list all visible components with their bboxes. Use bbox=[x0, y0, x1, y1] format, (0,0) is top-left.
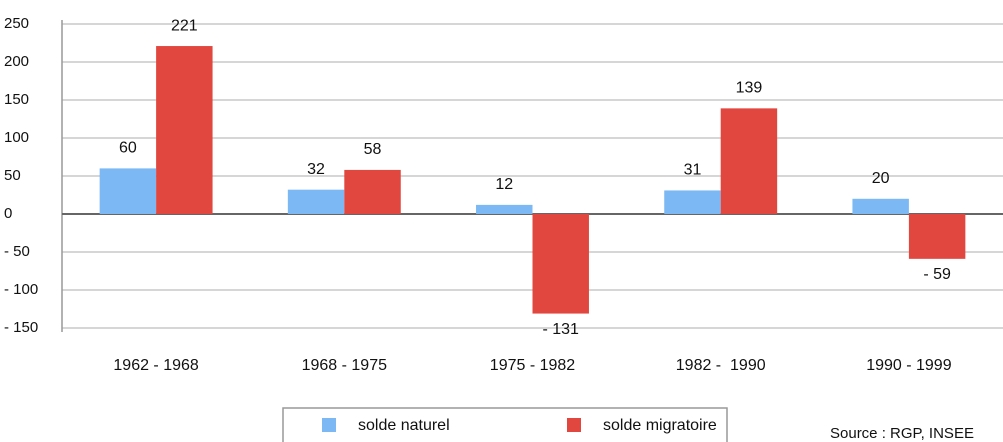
legend-box bbox=[282, 407, 728, 442]
data-label: - 59 bbox=[923, 266, 951, 283]
data-label: 31 bbox=[684, 162, 702, 179]
y-tick-label: 150 bbox=[4, 91, 29, 108]
x-tick-label: 1975 - 1982 bbox=[490, 357, 576, 374]
y-tick-label: - 50 bbox=[4, 243, 30, 260]
data-label: 12 bbox=[495, 176, 513, 193]
x-tick-label: 1982 - 1990 bbox=[676, 357, 766, 374]
data-label: - 131 bbox=[542, 321, 579, 338]
legend-label: solde migratoire bbox=[603, 417, 717, 434]
y-tick-label: - 100 bbox=[4, 281, 38, 298]
bar bbox=[852, 198, 909, 214]
legend-label: solde naturel bbox=[358, 417, 450, 434]
legend-swatch bbox=[322, 418, 336, 432]
bar bbox=[99, 168, 157, 214]
x-tick-label: 1968 - 1975 bbox=[302, 357, 388, 374]
bar bbox=[664, 190, 721, 214]
bar bbox=[156, 46, 213, 214]
y-tick-label: 100 bbox=[4, 129, 29, 146]
data-label: 60 bbox=[119, 140, 137, 157]
data-label: 139 bbox=[736, 80, 763, 97]
x-tick-label: 1962 - 1968 bbox=[113, 357, 199, 374]
y-tick-label: 200 bbox=[4, 53, 29, 70]
y-tick-label: 50 bbox=[4, 167, 21, 184]
data-label: 32 bbox=[307, 161, 325, 178]
bar bbox=[344, 169, 401, 214]
y-tick-label: 0 bbox=[4, 205, 12, 222]
data-label: 20 bbox=[872, 170, 890, 187]
x-tick-label: 1990 - 1999 bbox=[866, 357, 952, 374]
bar bbox=[476, 204, 533, 214]
data-label: 58 bbox=[364, 141, 382, 158]
legend-swatch bbox=[567, 418, 581, 432]
y-tick-label: 250 bbox=[4, 15, 29, 32]
data-label: 221 bbox=[171, 17, 198, 34]
y-tick-label: - 150 bbox=[4, 319, 38, 336]
bar bbox=[720, 108, 778, 214]
bar bbox=[287, 189, 345, 214]
bar bbox=[532, 214, 589, 314]
source-note: Source : RGP, INSEE bbox=[830, 425, 974, 442]
bar bbox=[908, 214, 966, 259]
